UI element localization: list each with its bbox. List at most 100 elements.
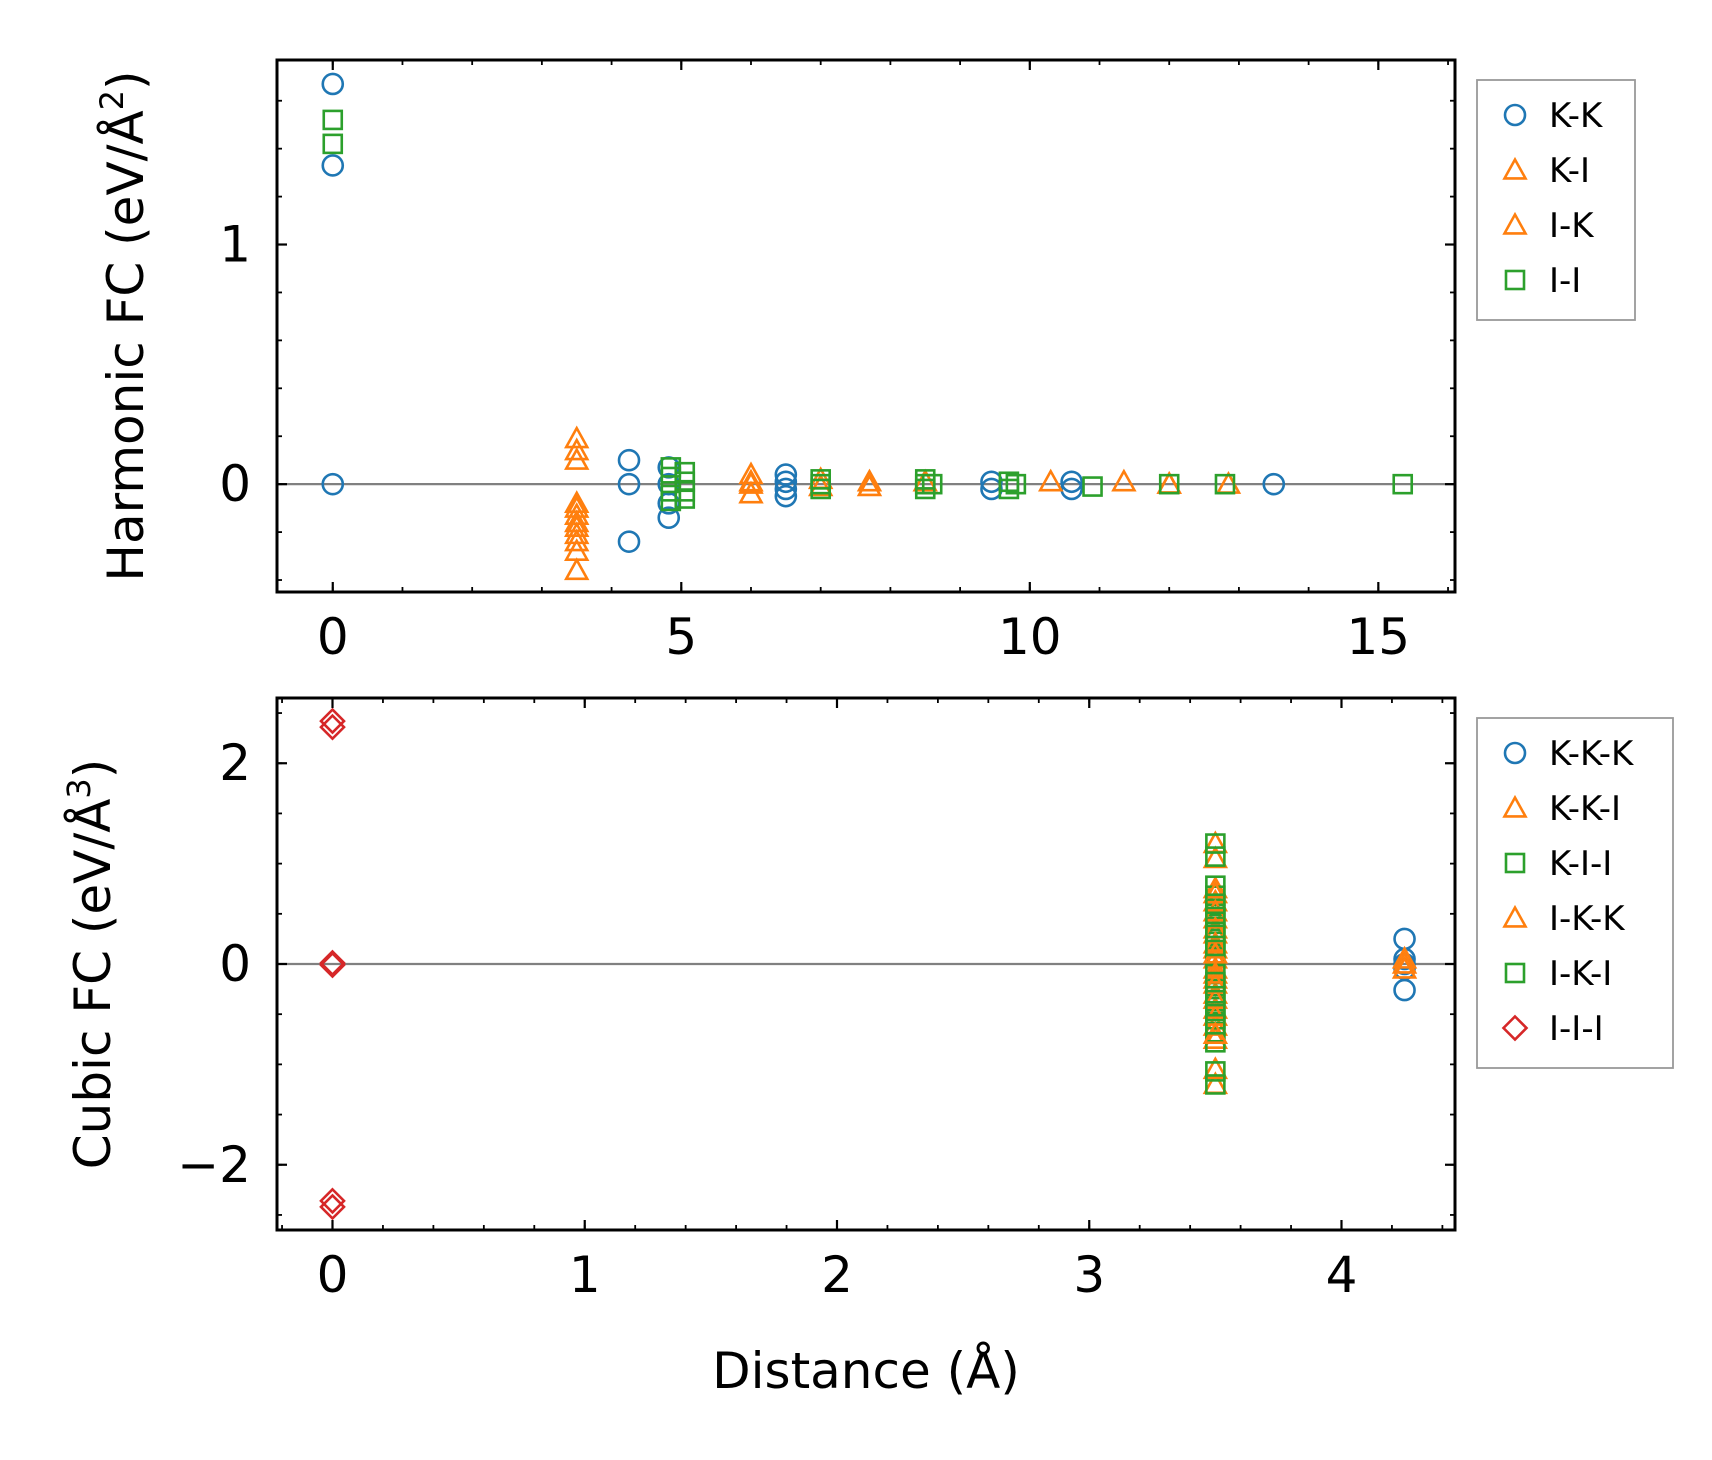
legend: K-K-K K-K-I K-I-I I-K-K I-K-I I-I-I [1476, 717, 1674, 1069]
data-point-k-i-i [1205, 1074, 1226, 1095]
y-tick-label: 1 [219, 216, 251, 274]
x-tick-label: 0 [317, 1246, 349, 1304]
data-point-k-k-i [1391, 955, 1418, 979]
axes-frame [275, 58, 1457, 594]
data-point-k-k [774, 463, 798, 486]
x-tick-label: 4 [1326, 1246, 1358, 1304]
data-point-i-k [856, 473, 883, 497]
ticks [277, 60, 1455, 592]
data-point-i-k-i [1205, 985, 1226, 1007]
data-point-k-i-i [1205, 1061, 1226, 1082]
data-point-i-k-i [1205, 1000, 1226, 1022]
data-point-i-i [322, 109, 344, 131]
data-point-k-i [564, 514, 590, 537]
legend-label: I-K-K [1549, 899, 1626, 939]
legend-marker-k-k [1503, 103, 1527, 127]
data-point-k-i [1111, 468, 1137, 492]
data-point-i-i [810, 478, 831, 500]
data-point-k-i [564, 447, 590, 470]
legend-label: K-K-I [1549, 789, 1621, 829]
y-tick-label: 0 [219, 455, 251, 513]
data-point-i-k [564, 494, 590, 518]
data-point-k-k [1262, 472, 1286, 496]
data-point-k-k [774, 470, 798, 494]
data-point-k-k-k [1393, 978, 1416, 1002]
data-point-k-k [657, 506, 681, 530]
legend-label: I-K-I [1549, 954, 1612, 994]
legend-box [1476, 79, 1636, 321]
x-tick-label: 1 [569, 1246, 601, 1304]
legend: K-K K-I I-K I-I [1476, 79, 1636, 321]
data-point-k-i [564, 557, 590, 581]
cubic-fc-panel: 0 1 2 3 4 −2 0 2 Cubic FC (eV/Å3) Distance (Å) K-K… [60, 696, 1674, 1400]
legend-marker-i-k-i [1504, 962, 1526, 984]
data-point-i-i [1005, 473, 1027, 495]
legend-label: I-I [1549, 261, 1581, 301]
data-point-i-i [914, 478, 936, 500]
legend-label: K-I [1549, 151, 1590, 191]
legend-marker-i-k-k [1502, 904, 1528, 928]
data-point-i-i-i [319, 1187, 346, 1215]
data-point-i-i-i [319, 713, 346, 741]
data-point-i-k-i [1205, 1013, 1226, 1035]
data-point-i-i [1392, 473, 1414, 495]
data-point-k-k [321, 472, 345, 496]
data-point-k-i [564, 437, 590, 461]
data-point-i-i [921, 473, 943, 495]
data-point-k-k [321, 154, 345, 177]
axes-frame [275, 696, 1457, 1232]
legend-marker-k-i-i [1504, 852, 1526, 874]
data-point-k-k [617, 530, 641, 553]
data-point-i-i [1082, 476, 1103, 497]
x-tick-label: 2 [821, 1246, 853, 1304]
data-point-k-i [856, 468, 883, 492]
data-point-i-k-k [1391, 950, 1418, 974]
data-point-i-k-i [1205, 921, 1226, 943]
data-point-k-k-i [1202, 955, 1229, 979]
data-point-i-k-i [1205, 971, 1226, 993]
data-point-k-i [738, 480, 764, 504]
data-point-k-i [564, 528, 590, 552]
y-tick-label: 0 [219, 935, 251, 993]
data-point-k-k [774, 477, 798, 501]
legend-marker-i-i [1504, 269, 1526, 291]
data-point-k-k [1060, 470, 1083, 494]
data-point-k-k [617, 448, 641, 472]
y-axis-label: Harmonic FC (eV/Å2) [93, 70, 155, 581]
legend-label: I-I-I [1549, 1009, 1604, 1049]
x-tick-label: 3 [1073, 1246, 1105, 1304]
data-point-k-k [617, 472, 641, 496]
data-point-i-i [1214, 473, 1236, 495]
legend-label: I-K [1549, 206, 1595, 246]
data-point-k-k [321, 72, 345, 96]
data-point-i-k-i [1205, 935, 1226, 957]
data-point-i-i [674, 488, 696, 509]
y-tick-label: 2 [219, 734, 251, 792]
data-point-k-i [1038, 468, 1064, 492]
x-axis-label: Distance (Å) [712, 1342, 1020, 1400]
data-point-k-k-i [1391, 945, 1418, 969]
data-point-i-i [660, 466, 682, 488]
legend-marker-i-i-i [1501, 1014, 1529, 1042]
data-point-i-i-i [319, 1193, 346, 1221]
data-point-i-i [322, 133, 344, 155]
data-point-i-k [564, 509, 590, 533]
data-point-i-i [1158, 473, 1180, 495]
data-point-i-k-i [1205, 906, 1226, 928]
x-tick-label: 0 [317, 608, 349, 666]
legend-marker-k-k-i [1502, 794, 1528, 818]
data-point-k-i-i [1205, 833, 1226, 854]
data-point-i-k-i [1205, 893, 1226, 915]
x-tick-label: 10 [998, 608, 1062, 666]
y-tick-label: −2 [177, 1136, 251, 1194]
data-point-i-i [998, 478, 1020, 500]
data-point-k-k-i [1202, 1056, 1229, 1080]
data-point-i-k-k [1202, 930, 1229, 954]
data-point-i-k [807, 473, 834, 497]
x-tick-label: 5 [665, 608, 697, 666]
data-point-k-k [774, 484, 798, 508]
y-axis-label: Cubic FC (eV/Å3) [60, 759, 122, 1170]
legend-marker-k-k-k [1503, 741, 1527, 765]
data-point-i-k [738, 468, 764, 492]
